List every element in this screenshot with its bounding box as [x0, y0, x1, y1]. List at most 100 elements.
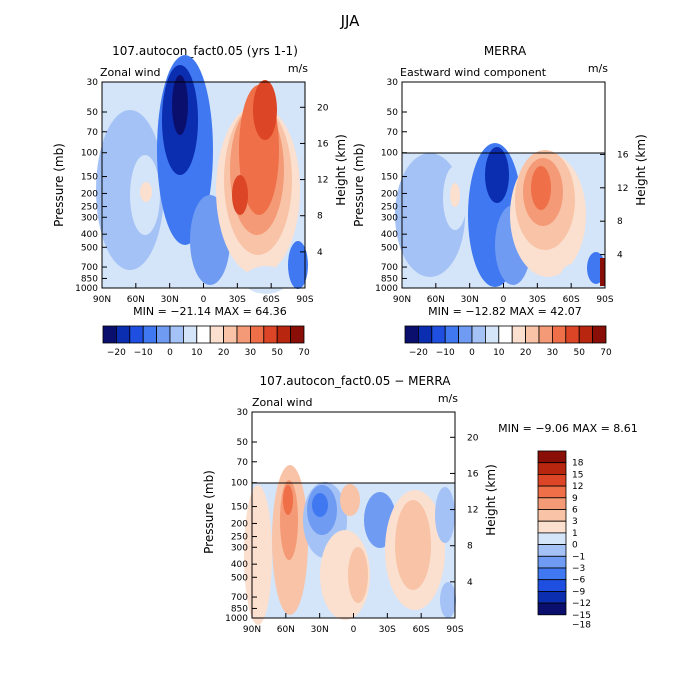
colorbar-label: −20 — [107, 348, 126, 358]
y-tick-label: 50 — [387, 108, 399, 118]
y-tick-label: 50 — [237, 438, 249, 448]
y2-tick-label: 16 — [467, 469, 479, 479]
colorbar-swatch — [471, 325, 486, 344]
colorbar-swatch — [537, 497, 567, 510]
y-tick-label: 500 — [81, 243, 98, 253]
colorbar-swatch — [249, 325, 265, 344]
colorbar-swatch — [458, 325, 473, 344]
x-tick-label: 60S — [563, 295, 580, 305]
y-tick-label: 500 — [381, 243, 398, 253]
y-tick-label: 400 — [81, 230, 98, 240]
y2-tick-label: 16 — [317, 139, 329, 149]
y-tick-label: 400 — [381, 230, 398, 240]
x-tick-label: 60N — [127, 295, 145, 305]
colorbar-label: 30 — [547, 348, 559, 358]
y-tick-label: 700 — [81, 263, 98, 273]
panel-title: 107.autocon_fact0.05 − MERRA — [260, 374, 452, 388]
y-tick-label: 850 — [231, 604, 248, 614]
y2-tick-label: 4 — [317, 248, 323, 258]
panel-title: MERRA — [484, 44, 527, 58]
colorbar-swatch — [182, 325, 198, 344]
x-tick-label: 60S — [413, 625, 430, 635]
colorbar-label: 0 — [469, 348, 475, 358]
min-max-stats: MIN = −21.14 MAX = 64.36 — [133, 305, 287, 318]
contour-field — [395, 143, 605, 287]
y-tick-label: 200 — [81, 189, 98, 199]
colorbar-swatch — [538, 325, 553, 344]
y-tick-label: 400 — [231, 560, 248, 570]
y2-axis-label: Height (km) — [334, 134, 348, 205]
colorbar-label: −20 — [409, 348, 428, 358]
y-tick-label: 200 — [231, 519, 248, 529]
axes: 305070100150200250300400500700850100090N… — [225, 408, 479, 635]
colorbar-label: 0 — [572, 541, 578, 551]
panel-difference: 107.autocon_fact0.05 − MERRA Zonal wind … — [202, 374, 638, 635]
colorbar-swatch — [290, 325, 305, 344]
colorbar-label: 9 — [572, 494, 578, 504]
colorbar-swatch — [565, 325, 580, 344]
y2-tick-label: 16 — [617, 150, 629, 160]
y-tick-label: 850 — [81, 274, 98, 284]
y-tick-label: 1000 — [75, 284, 98, 294]
colorbar-label: 12 — [572, 482, 583, 492]
colorbar-swatch — [209, 325, 224, 344]
y-tick-label: 30 — [87, 78, 99, 88]
colorbar-swatch — [537, 567, 567, 581]
colorbar-swatch — [236, 325, 251, 344]
x-tick-label: 0 — [201, 295, 207, 305]
colorbar-swatch — [498, 325, 513, 344]
panel-units: m/s — [588, 62, 608, 75]
y2-tick-label: 4 — [617, 251, 623, 261]
colorbar-swatch — [537, 602, 567, 616]
y-tick-label: 150 — [231, 503, 248, 513]
colorbar-swatch — [156, 325, 171, 344]
colorbar-swatch — [537, 532, 567, 546]
x-tick-label: 0 — [501, 295, 507, 305]
colorbar-label: −10 — [436, 348, 455, 358]
colorbar-swatch — [276, 325, 292, 344]
x-tick-label: 90N — [393, 295, 411, 305]
y-tick-label: 70 — [87, 128, 99, 138]
y-tick-label: 250 — [231, 533, 248, 543]
colorbar-label: −18 — [572, 621, 591, 631]
y-tick-label: 150 — [381, 173, 398, 183]
colorbar-label: 50 — [271, 348, 283, 358]
colorbar-label: 20 — [520, 348, 532, 358]
min-max-stats: MIN = −9.06 MAX = 8.61 — [498, 422, 638, 435]
y-tick-label: 700 — [231, 593, 248, 603]
colorbar-swatch — [116, 325, 131, 344]
panel-model: 107.autocon_fact0.05 (yrs 1-1) Zonal win… — [52, 44, 348, 358]
y2-tick-label: 8 — [467, 542, 473, 552]
colorbar-label: 70 — [298, 348, 310, 358]
panel-merra: MERRA Eastward wind component m/s 30 50 70… — [352, 44, 648, 358]
colorbar-swatch — [431, 325, 446, 344]
axes: 305070100150200250300400500700850100090N… — [375, 78, 629, 305]
colorbar-swatch — [102, 325, 117, 344]
colorbar-swatch — [537, 555, 567, 569]
panel-title: 107.autocon_fact0.05 (yrs 1-1) — [112, 44, 298, 58]
colorbar-label: −3 — [572, 564, 585, 574]
colorbar-label: 70 — [600, 348, 612, 358]
colorbar-swatch — [223, 325, 238, 344]
colorbar-label: −10 — [134, 348, 153, 358]
x-tick-label: 90N — [93, 295, 111, 305]
colorbar-label: −1 — [572, 552, 585, 562]
colorbar-swatch — [537, 579, 567, 592]
colorbar-swatch — [525, 325, 540, 344]
colorbar-label: 18 — [572, 459, 584, 469]
y-tick-label: 70 — [387, 128, 399, 138]
y-axis-label: Pressure (mb) — [202, 470, 216, 554]
y-tick-label: 700 — [381, 263, 398, 273]
colorbar-swatch — [142, 325, 157, 344]
y-tick-label: 300 — [381, 213, 398, 223]
y-tick-label: 850 — [381, 274, 398, 284]
colorbar-swatch — [417, 325, 433, 344]
colorbar-swatch — [404, 325, 419, 344]
colorbar-swatch — [263, 325, 278, 344]
y2-tick-label: 20 — [317, 103, 329, 113]
y-tick-label: 100 — [81, 149, 98, 159]
x-tick-label: 30S — [229, 295, 246, 305]
y2-tick-label: 8 — [317, 212, 323, 222]
